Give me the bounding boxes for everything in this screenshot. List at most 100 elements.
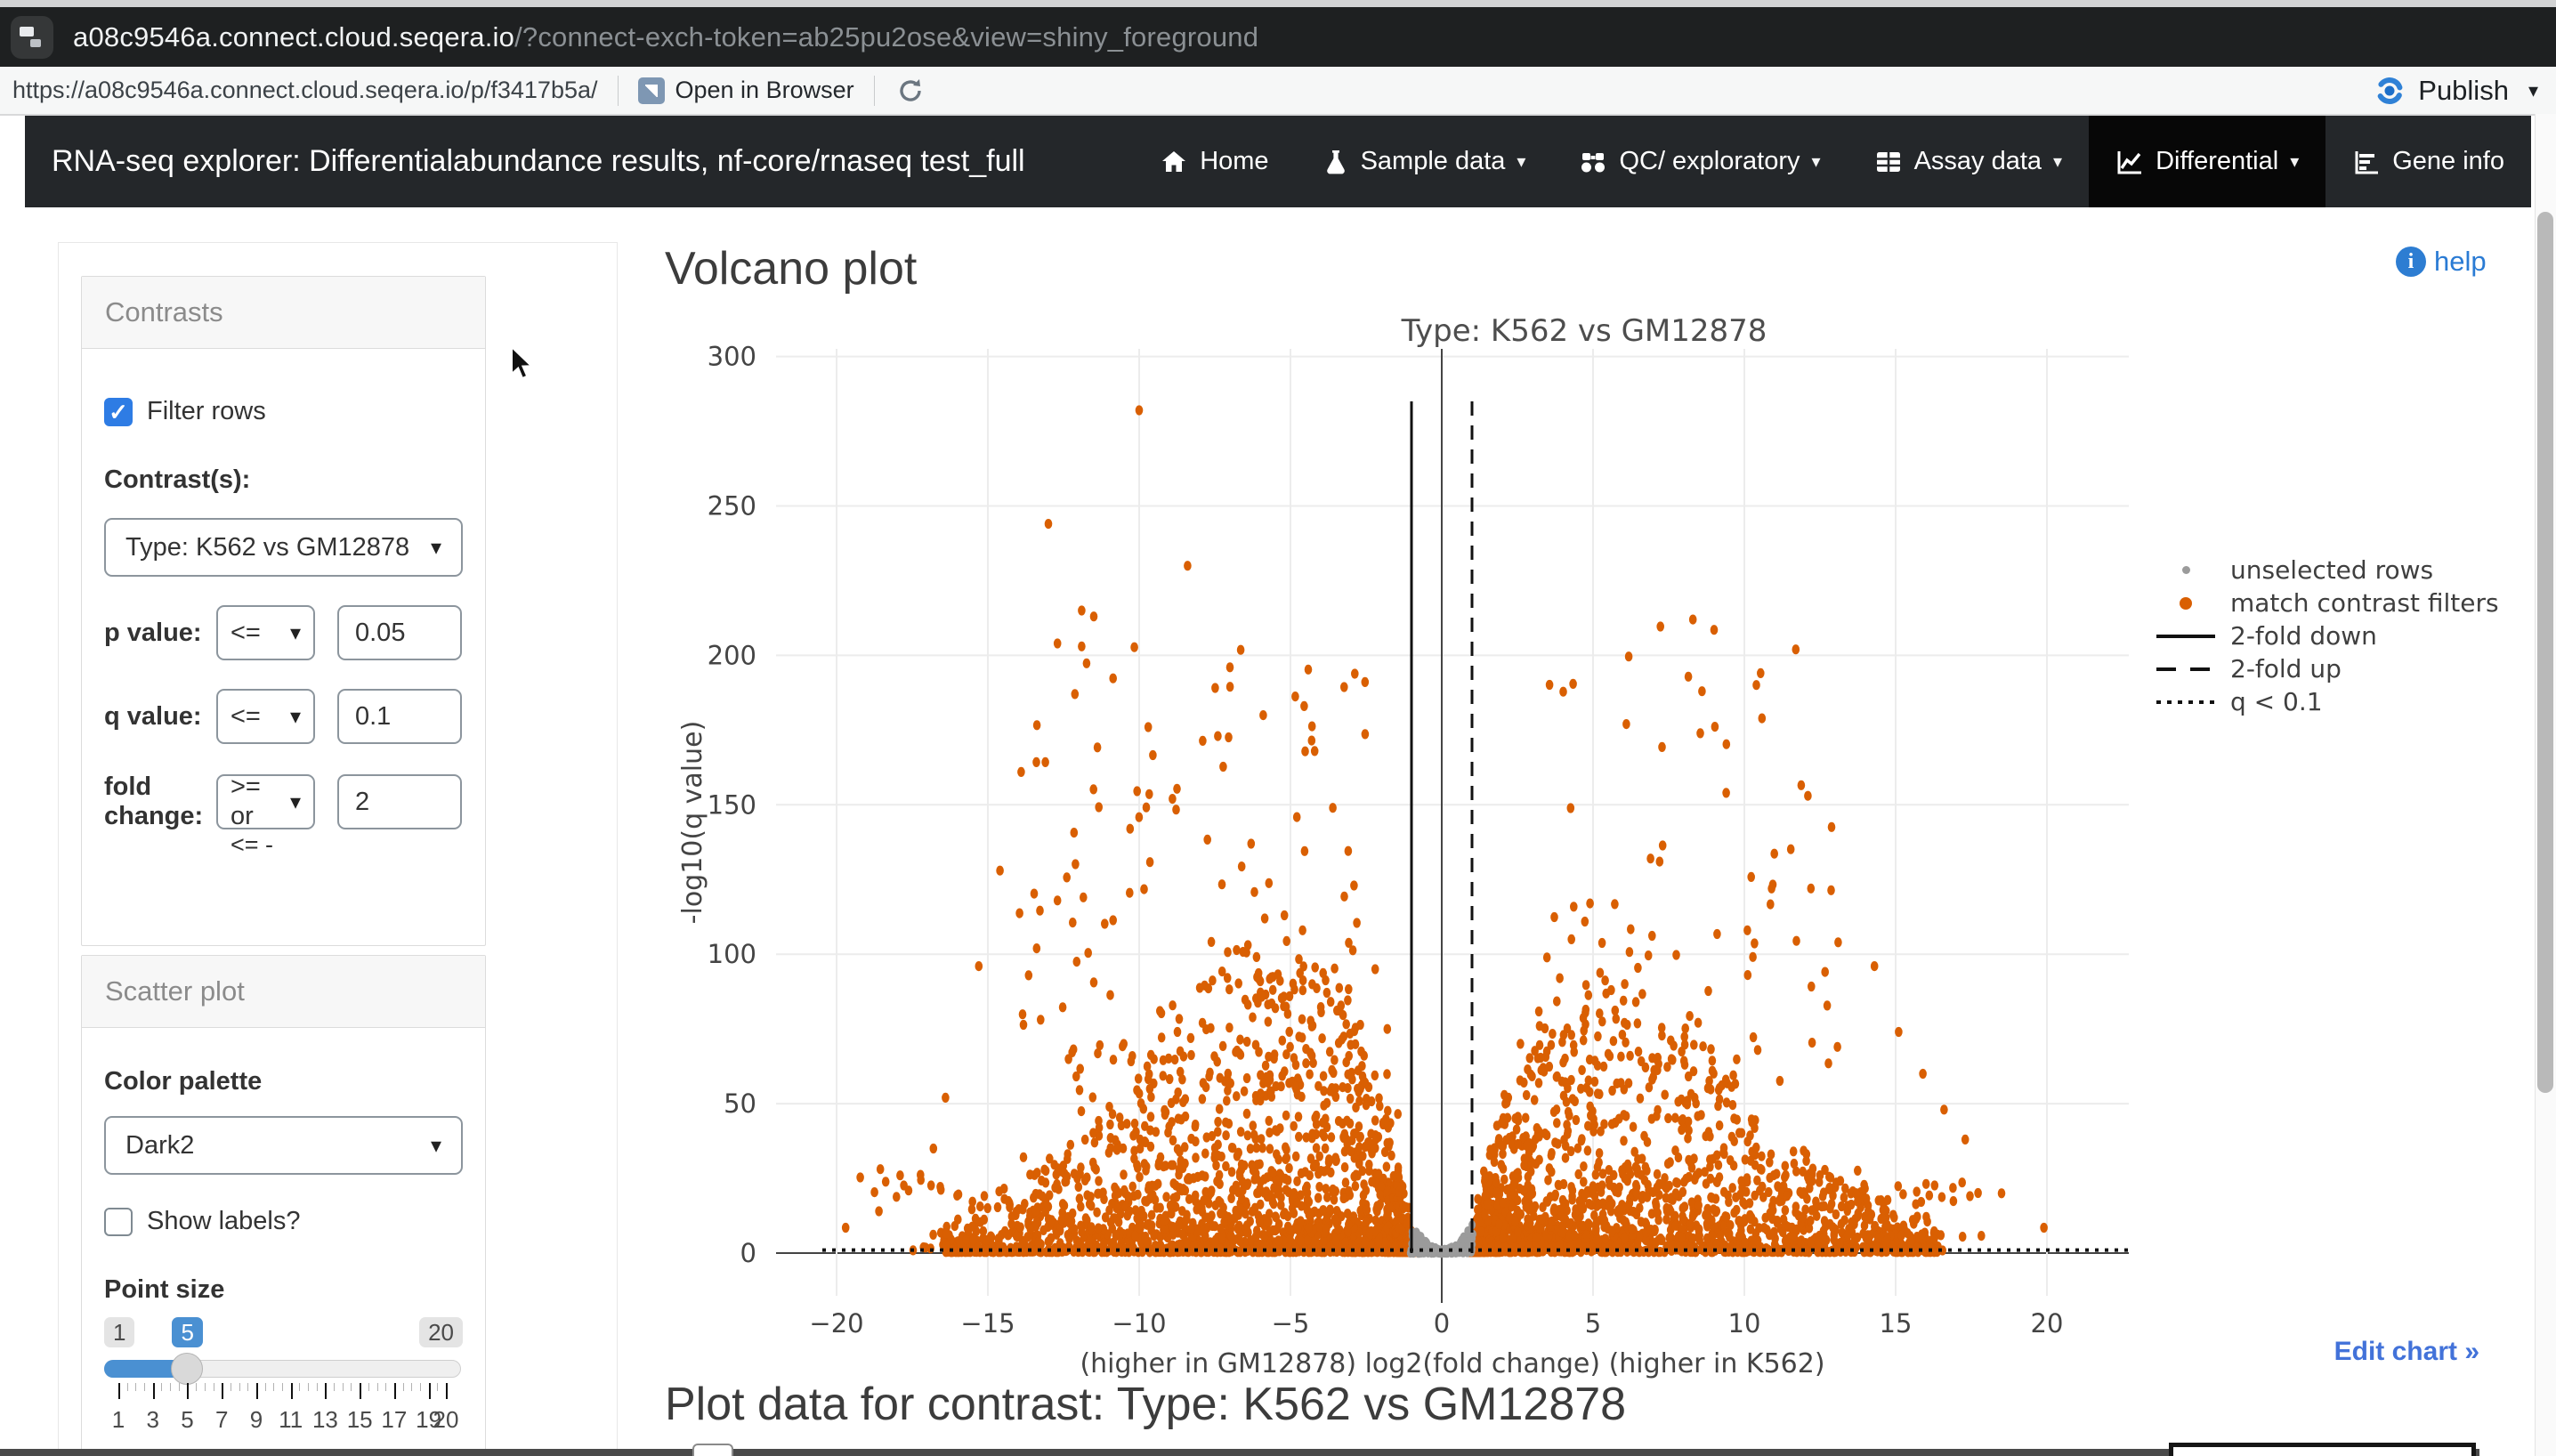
svg-text:200: 200 bbox=[708, 640, 756, 670]
divider bbox=[873, 75, 875, 106]
slider-tick bbox=[385, 1383, 387, 1391]
legend-item-q-0-1[interactable]: q < 0.1 bbox=[2154, 685, 2510, 718]
contrast-select[interactable]: Type: K562 vs GM12878 ▾ bbox=[104, 518, 463, 577]
legend-item-unselected-rows[interactable]: unselected rows bbox=[2154, 554, 2510, 586]
nav-item-sample-data[interactable]: Sample data ▾ bbox=[1296, 116, 1553, 207]
slider-tick bbox=[144, 1383, 146, 1391]
show-labels-checkbox[interactable] bbox=[104, 1207, 133, 1236]
chevron-down-icon: ▾ bbox=[1517, 152, 1526, 172]
color-palette-select[interactable]: Dark2 ▾ bbox=[104, 1116, 463, 1175]
slider-tick bbox=[282, 1383, 283, 1391]
slider-min-badge: 1 bbox=[104, 1317, 135, 1347]
browser-address-bar: a08c9546a.connect.cloud.seqera.io/?conne… bbox=[0, 7, 2556, 67]
slider-tick bbox=[161, 1383, 163, 1391]
screen-share-icon[interactable] bbox=[11, 15, 53, 59]
info-icon: i bbox=[2396, 247, 2426, 277]
operator-value: >= or bbox=[231, 772, 261, 830]
svg-text:−20: −20 bbox=[809, 1308, 863, 1339]
cutoff-select[interactable] bbox=[692, 1444, 733, 1456]
slider-tick bbox=[178, 1383, 180, 1391]
svg-text:15: 15 bbox=[1880, 1308, 1913, 1339]
slider-tick-label: 1 bbox=[111, 1406, 125, 1433]
legend-label: match contrast filters bbox=[2230, 588, 2499, 618]
nav-item-label: Gene info bbox=[2392, 147, 2504, 175]
legend-marker-line-dashed bbox=[2154, 667, 2218, 671]
contrasts-panel: Contrasts ✓ Filter rows Contrast(s): Typ… bbox=[81, 276, 486, 946]
nav-item-label: Assay data bbox=[1913, 147, 2042, 175]
slider-tick bbox=[170, 1383, 172, 1391]
filter-row-fold-change: fold change: >= or ▾ <= - bbox=[104, 772, 463, 858]
gene-info-icon bbox=[2352, 148, 2381, 176]
nav-item-home[interactable]: Home bbox=[1133, 116, 1295, 207]
slider-tick bbox=[437, 1383, 439, 1391]
window-edge bbox=[0, 0, 2556, 7]
legend-item-2-fold-down[interactable]: 2-fold down bbox=[2154, 619, 2510, 652]
publish-button[interactable]: Publish ▾ bbox=[2372, 67, 2538, 114]
svg-text:0: 0 bbox=[740, 1238, 756, 1268]
threshold-input[interactable] bbox=[337, 689, 462, 744]
slider-tick bbox=[325, 1383, 328, 1399]
contrasts-panel-title: Contrasts bbox=[82, 277, 485, 349]
legend-item-match-contrast-filters[interactable]: match contrast filters bbox=[2154, 586, 2510, 619]
open-in-browser-button[interactable]: Open in Browser bbox=[637, 77, 854, 104]
operator-select[interactable]: >= or ▾ bbox=[216, 772, 315, 830]
svg-text:5: 5 bbox=[1585, 1308, 1601, 1339]
svg-text:(higher in GM12878) log2(fold: (higher in GM12878) log2(fold change) (h… bbox=[1080, 1348, 1824, 1379]
slider-tick-label: 15 bbox=[346, 1406, 373, 1433]
legend-dot bbox=[2181, 566, 2190, 574]
nav-item-gene-info[interactable]: Gene info bbox=[2325, 116, 2531, 207]
operator-select[interactable]: <= ▾ bbox=[216, 605, 315, 660]
legend-item-2-fold-up[interactable]: 2-fold up bbox=[2154, 652, 2510, 685]
chevron-down-icon: ▾ bbox=[2290, 152, 2300, 172]
show-labels-label: Show labels? bbox=[147, 1207, 301, 1235]
scatter-panel-title: Scatter plot bbox=[82, 956, 485, 1028]
legend-line bbox=[2156, 700, 2215, 704]
slider-tick bbox=[316, 1383, 318, 1391]
operator-select[interactable]: <= ▾ bbox=[216, 689, 315, 744]
slider-tick bbox=[393, 1383, 396, 1399]
slider-tick bbox=[376, 1383, 378, 1391]
chevron-down-icon: ▾ bbox=[1811, 152, 1821, 172]
slider-tick bbox=[402, 1383, 404, 1391]
slider-tick bbox=[446, 1383, 448, 1399]
app-title: RNA-seq explorer: Differentialabundance … bbox=[52, 144, 1025, 178]
slider-tick bbox=[308, 1383, 310, 1391]
slider-handle[interactable] bbox=[171, 1353, 204, 1385]
nav-item-differential[interactable]: Differential ▾ bbox=[2089, 116, 2326, 207]
slider-tick bbox=[342, 1383, 344, 1391]
svg-text:−5: −5 bbox=[1272, 1308, 1310, 1339]
threshold-input[interactable] bbox=[337, 605, 462, 660]
slider-tick bbox=[428, 1383, 431, 1399]
volcano-plot[interactable]: −20 −15 −10 −5 0 5 10 15 20050100150200250300Typ… bbox=[659, 303, 2189, 1397]
nav-item-label: Home bbox=[1200, 147, 1269, 175]
slider-tick-label: 7 bbox=[214, 1406, 229, 1433]
nav-item-assay-data[interactable]: Assay data ▾ bbox=[1848, 116, 2090, 207]
nav-item-label: Sample data bbox=[1360, 147, 1506, 175]
slider-tick bbox=[264, 1383, 266, 1391]
svg-text:−10: −10 bbox=[1112, 1308, 1166, 1339]
differential-icon bbox=[2115, 148, 2144, 176]
filter-threshold-rows: p value:<=▾q value:<=▾fold change:>= or▾… bbox=[104, 605, 463, 858]
cutoff-box bbox=[2169, 1443, 2476, 1456]
slider-tick bbox=[126, 1383, 128, 1391]
refresh-icon bbox=[899, 78, 921, 101]
nav-items: Home Sample data ▾ QC/ exploratory ▾ Assay da… bbox=[1133, 116, 2531, 207]
filter-rows-checkbox[interactable]: ✓ bbox=[104, 397, 133, 426]
operator-value: <= bbox=[231, 618, 261, 647]
threshold-input[interactable] bbox=[337, 774, 462, 829]
nav-item-qc-exploratory[interactable]: QC/ exploratory ▾ bbox=[1552, 116, 1847, 207]
refresh-button[interactable] bbox=[894, 75, 926, 107]
external-link-icon bbox=[637, 77, 665, 104]
edit-chart-link[interactable]: Edit chart » bbox=[2334, 1337, 2479, 1366]
slider-tick bbox=[135, 1383, 137, 1391]
help-link[interactable]: i help bbox=[2396, 246, 2487, 278]
operator-select-wrap: >= or ▾ <= - bbox=[216, 772, 315, 858]
svg-text:10: 10 bbox=[1728, 1308, 1761, 1339]
chevron-down-icon: ▾ bbox=[2053, 152, 2063, 172]
slider-tick bbox=[290, 1383, 293, 1399]
url-field[interactable]: a08c9546a.connect.cloud.seqera.io/?conne… bbox=[73, 21, 1258, 53]
home-icon bbox=[1160, 148, 1188, 176]
scrollbar-thumb[interactable] bbox=[2537, 212, 2553, 1093]
slider-tick-label: 19 bbox=[416, 1406, 442, 1433]
